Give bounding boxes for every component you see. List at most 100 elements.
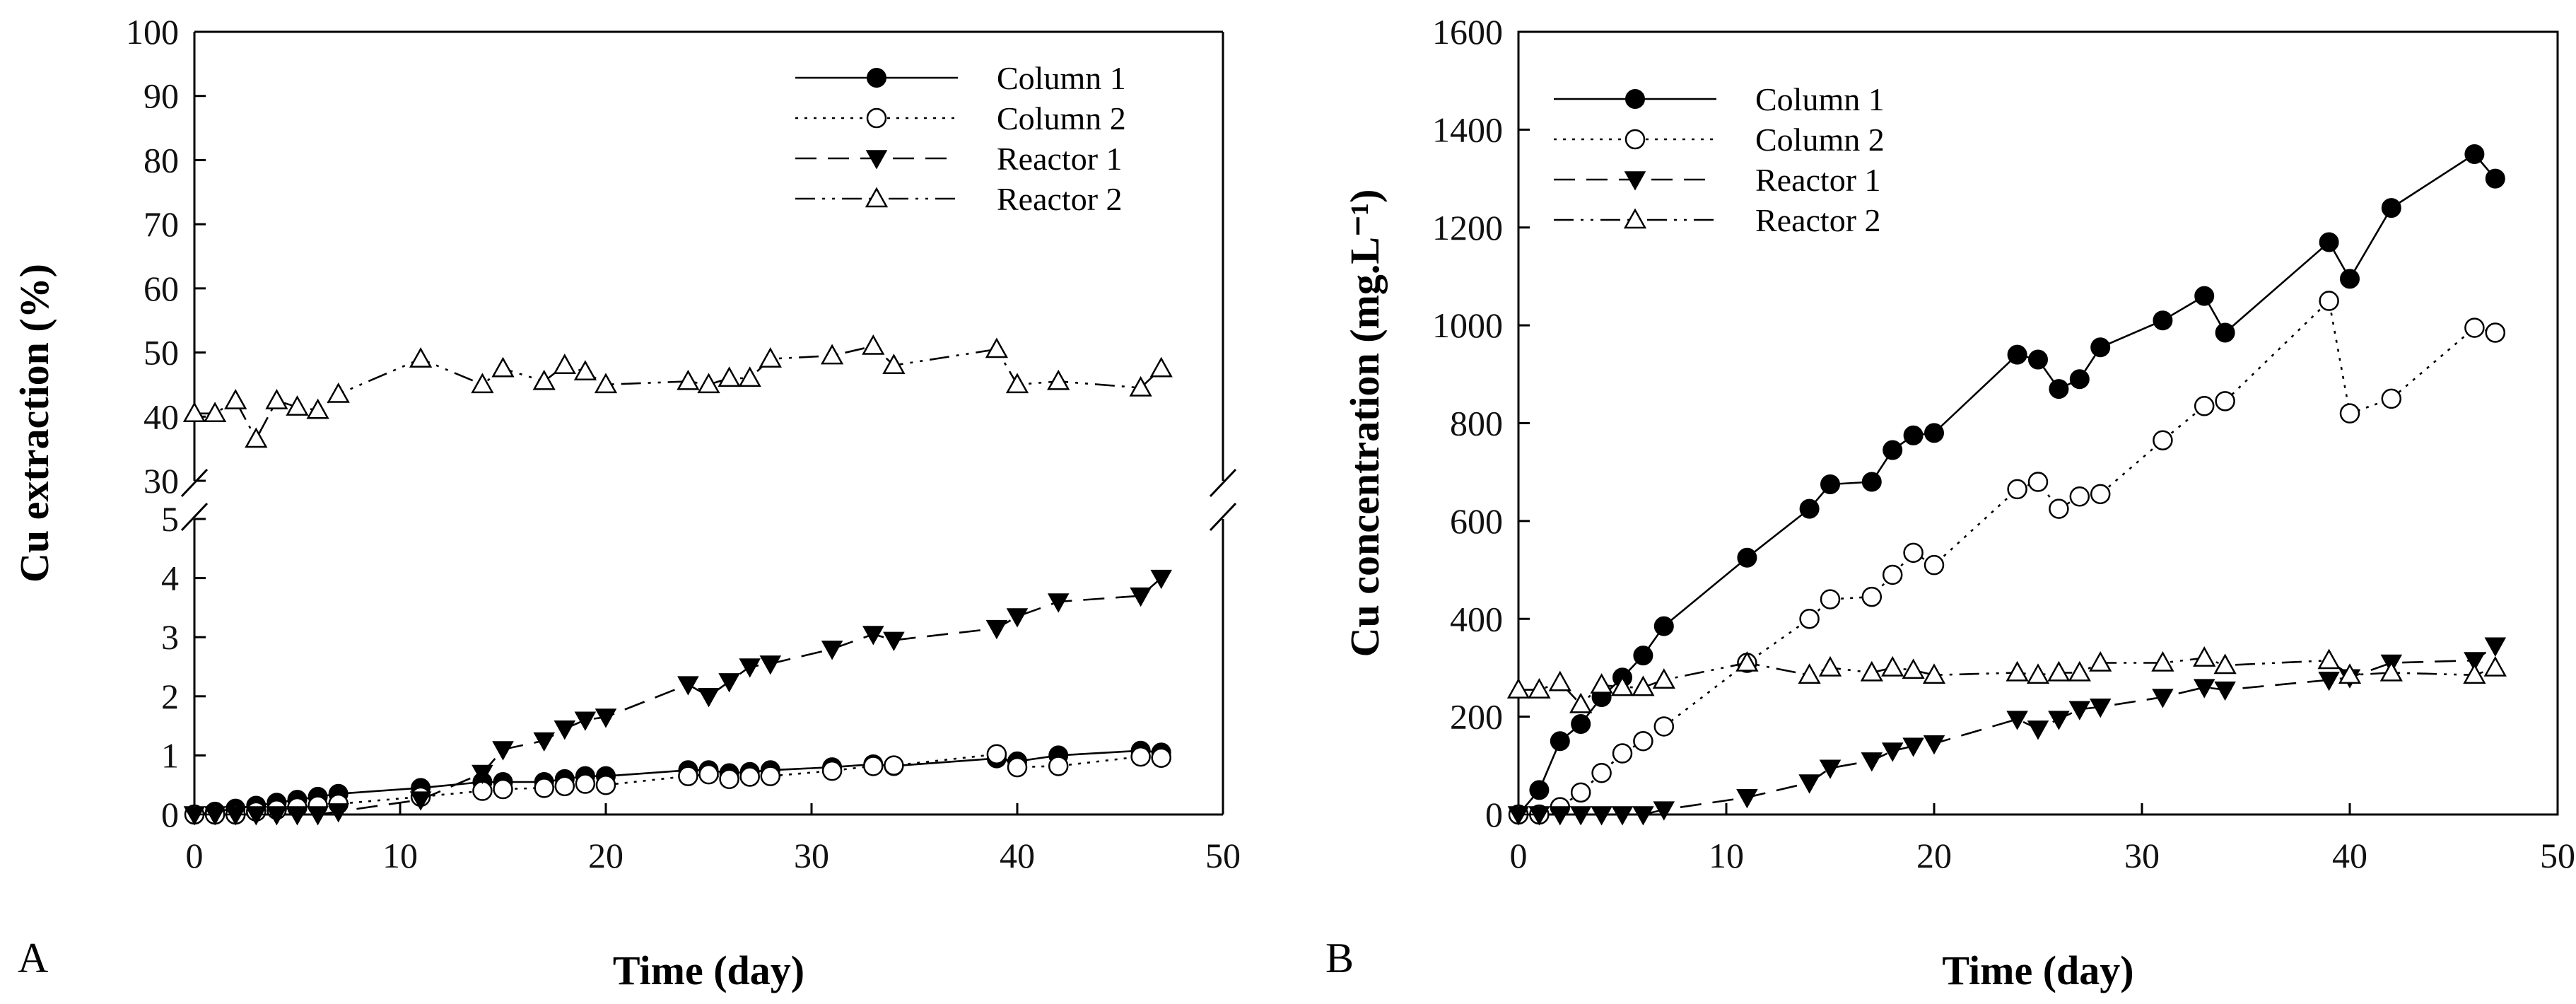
panel-b-data-point — [1653, 801, 1675, 821]
panel-b-data-point — [1528, 678, 1551, 699]
panel-a-legend-label: Column 1 — [997, 60, 1126, 96]
panel-a-y-tick-label: 3 — [161, 617, 179, 657]
panel-a-data-point — [1005, 373, 1029, 394]
panel-a-data-point — [182, 402, 206, 422]
panel-a-data-point — [719, 769, 739, 790]
panel-b-data-point — [1736, 789, 1758, 809]
panel-a-data-point — [678, 766, 698, 786]
panel-b-data-point — [2338, 663, 2362, 684]
panel-b-data-point — [2007, 344, 2027, 365]
panel-b-data-point — [1528, 806, 1550, 826]
panel-b-data-point — [2215, 391, 2235, 411]
panel-b-data-point — [2318, 671, 2340, 691]
panel-b-y-tick-label: 1000 — [1432, 305, 1503, 345]
panel-b-y-tick-label: 600 — [1450, 501, 1503, 541]
panel-b-x-tick-label: 40 — [2332, 836, 2367, 875]
panel-a-series-3 — [182, 334, 1173, 448]
panel-b-data-point — [2194, 396, 2215, 416]
panel-a-x-tick-label: 50 — [1205, 836, 1241, 875]
panel-b-data-point — [1799, 609, 1820, 629]
panel-b-data-point — [1735, 650, 1759, 672]
panel-b-data-point — [1653, 616, 1674, 636]
panel-b-data-point — [1924, 554, 1945, 576]
panel-b-data-point — [1861, 752, 1883, 772]
panel-a-data-point — [1130, 587, 1152, 607]
panel-b-y-tick-label: 200 — [1450, 697, 1503, 737]
panel-a-data-point — [534, 778, 554, 798]
panel-b-legend-label: Reactor 1 — [1755, 162, 1881, 198]
panel-a-data-point — [986, 744, 1007, 764]
panel-a-data-point — [471, 373, 494, 394]
panel-a-y-tick-label: 100 — [126, 12, 179, 52]
panel-b-data-point — [2485, 168, 2505, 189]
panel-a-y-tick-label: 30 — [144, 461, 179, 501]
panel-b-series-2 — [1507, 637, 2507, 826]
panel-b-data-point — [2090, 337, 2111, 358]
panel-a-data-point — [677, 369, 700, 390]
panel-b-data-point — [1506, 678, 1530, 699]
panel-b-data-point — [2214, 681, 2236, 701]
panel-a-legend-label: Column 2 — [997, 100, 1126, 136]
panel-b-data-point — [1902, 658, 1925, 679]
panel-b-legend-marker — [1624, 129, 1646, 150]
panel-b-data-point — [2463, 663, 2486, 684]
panel-a-data-point — [595, 774, 616, 795]
panel-b-data-point — [1569, 806, 1592, 826]
panel-b-data-point — [1798, 774, 1820, 794]
panel-a-legend-label: Reactor 2 — [997, 181, 1123, 217]
panel-b-series-line — [1518, 657, 2496, 706]
panel-b-data-point — [1799, 498, 1820, 519]
panel-a-data-point — [718, 673, 740, 693]
panel-a-y-tick-label: 50 — [144, 333, 179, 373]
panel-b-data-point — [1820, 474, 1840, 494]
panel-a-data-point — [594, 373, 618, 394]
panel-a-data-point — [1006, 608, 1029, 628]
panel-b-data-point — [2152, 689, 2174, 708]
panel-a-data-point — [1047, 593, 1070, 613]
panel-b-data-point — [1633, 730, 1653, 752]
panel-a-x-tick-label: 10 — [382, 836, 418, 875]
panel-a-series-line — [194, 577, 1162, 816]
panel-a-y-tick-label: 2 — [161, 677, 179, 716]
panel-b-data-point — [1883, 440, 1903, 460]
panel-a-data-point — [718, 366, 741, 387]
panel-b-data-point — [1882, 564, 1903, 585]
panel-b-data-point — [2317, 648, 2341, 670]
panel-a-legend: Column 1 Column 2 Reactor 1 Reactor 2 — [795, 60, 1126, 217]
panel-a-data-point — [266, 806, 288, 826]
panel-a-data-point — [554, 776, 575, 797]
panel-a-data-point — [698, 688, 720, 708]
panel-b-data-point — [2006, 711, 2028, 730]
panel-b-data-point — [2069, 486, 2090, 507]
panel-a-data-point — [677, 676, 699, 696]
panel-a-data-point — [573, 360, 597, 381]
panel-b-data-point — [1550, 731, 1570, 752]
panel-a-x-tick-label: 30 — [794, 836, 829, 875]
panel-b-chart: 0 10 20 30 40 50 0 200 400 600 800 1000 1200 1400 1600… — [1325, 12, 2575, 993]
panel-b-y-tick-label: 0 — [1485, 795, 1503, 834]
panel-b-series-line — [1518, 153, 2496, 815]
panel-a-y-tick-label: 5 — [161, 499, 179, 539]
panel-a-legend-label: Reactor 1 — [997, 141, 1123, 177]
panel-a-data-point — [493, 778, 513, 800]
panel-a-data-point — [532, 369, 556, 390]
panel-b-data-point — [2028, 349, 2048, 370]
panel-a-data-point — [1151, 747, 1171, 768]
panel-b-y-tick-label: 1600 — [1432, 12, 1503, 52]
panel-b-data-point — [2319, 232, 2339, 252]
panel-a-data-point — [472, 764, 493, 785]
panel-a-data-point — [863, 756, 884, 776]
panel-a-series-line — [194, 749, 1161, 816]
panel-a-data-point — [862, 334, 885, 355]
panel-b-axes: 0 10 20 30 40 50 0 200 400 600 800 1000 1200 1400 1600 — [1432, 12, 2575, 875]
panel-a-data-point — [1150, 569, 1172, 590]
panel-a-data-point — [759, 347, 782, 368]
panel-a-data-point — [265, 389, 288, 409]
panel-b-data-point — [2340, 269, 2360, 289]
panel-b-data-point — [1633, 646, 1653, 666]
panel-b-data-point — [1861, 586, 1883, 607]
panel-b-series-3 — [1506, 646, 2507, 713]
panel-b-data-point — [2049, 379, 2069, 399]
panel-b-data-point — [2027, 472, 2049, 492]
